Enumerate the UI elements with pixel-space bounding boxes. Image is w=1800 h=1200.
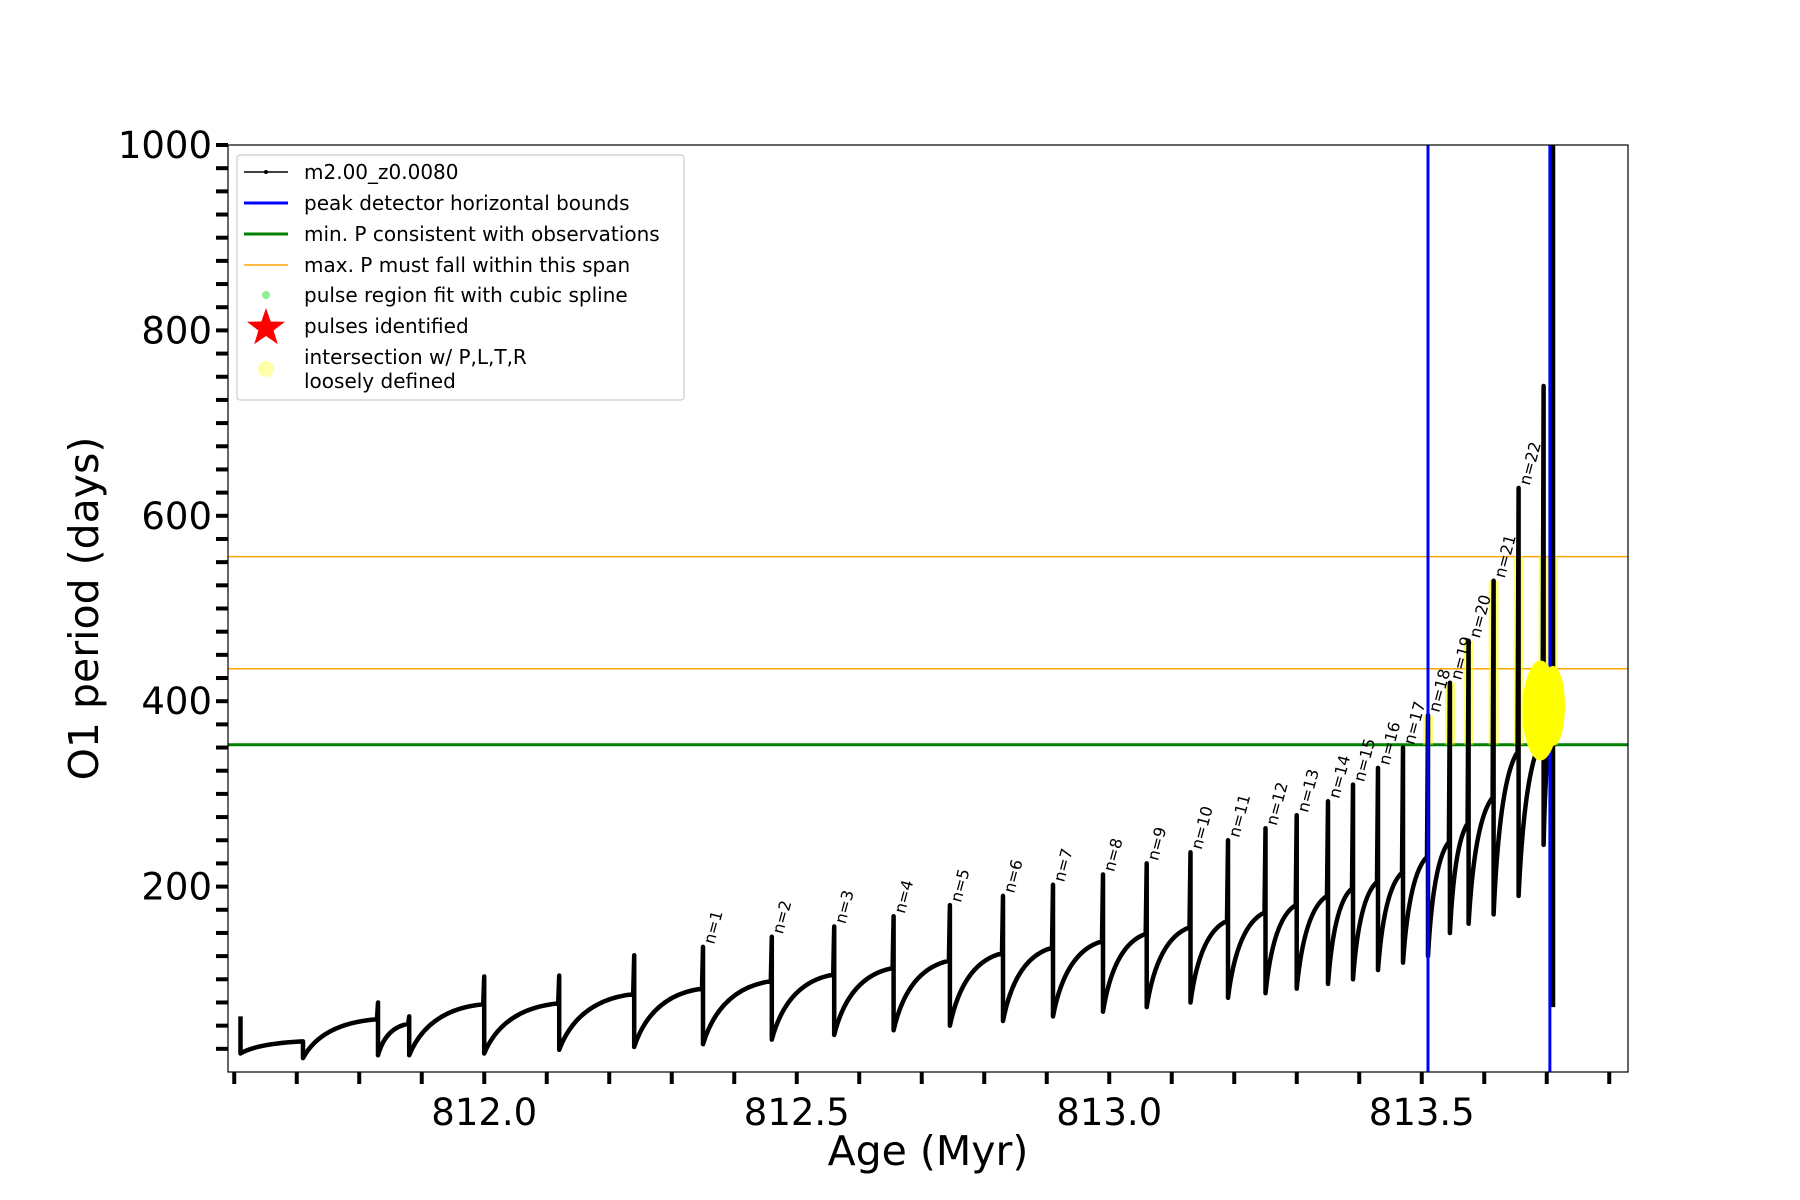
legend-label-3: min. P consistent with observations xyxy=(304,222,660,246)
pulse-label-8: n=1 xyxy=(700,908,727,946)
legend-label-1: m2.00_z0.0080 xyxy=(304,160,459,184)
pulse-label-29: n=22 xyxy=(1515,440,1545,487)
loose-region-final-2 xyxy=(1541,665,1565,746)
pulse-label-16: n=9 xyxy=(1143,825,1170,863)
pulse-label-11: n=4 xyxy=(890,878,917,916)
y-tick-label-3: 600 xyxy=(141,495,212,538)
legend-label-7: intersection w/ P,L,T,R xyxy=(304,345,527,369)
legend-label-5: pulse region fit with cubic spline xyxy=(304,283,628,307)
legend-swatch-5 xyxy=(262,291,270,299)
legend-swatch-7 xyxy=(258,361,274,377)
y-tick-label-2: 400 xyxy=(141,680,212,723)
plot-area: n=1 n=2 n=3 n=4 n=5 n=6 n=7 n=8 n=9 n=10 n=11 n=12 n… xyxy=(228,145,1628,1072)
legend-label-4: max. P must fall within this span xyxy=(304,253,630,277)
pulse-label-9: n=2 xyxy=(768,898,795,936)
pulse-label-14: n=7 xyxy=(1050,846,1077,884)
track-line xyxy=(238,145,1556,1061)
y-tick-label-4: 800 xyxy=(141,309,212,352)
pulse-label-18: n=11 xyxy=(1225,792,1255,839)
y-tick-label-1: 200 xyxy=(141,866,212,909)
x-tick-label-2: 812.5 xyxy=(744,1091,850,1134)
x-tick-label-1: 812.0 xyxy=(431,1091,537,1134)
legend-label-7-line2: loosely defined xyxy=(304,369,456,393)
legend-label-2: peak detector horizontal bounds xyxy=(304,191,630,215)
legend-frame xyxy=(236,154,685,401)
x-tick-label-3: 813.0 xyxy=(1056,1091,1162,1134)
pulse-label-20: n=13 xyxy=(1293,767,1323,814)
legend-dot-1 xyxy=(264,170,268,174)
pulse-label-13: n=6 xyxy=(1000,857,1027,895)
y-axis-label: O1 period (days) xyxy=(60,437,108,781)
x-tick-label-4: 813.5 xyxy=(1369,1091,1475,1134)
pulse-label-15: n=8 xyxy=(1100,836,1127,874)
pulse-label-12: n=5 xyxy=(946,867,973,905)
legend-star-icon xyxy=(247,308,285,345)
axes: 812.0 812.5 813.0 813.5 200 400 600 800 1000 xyxy=(118,124,1612,1134)
x-axis-label: Age (Myr) xyxy=(828,1127,1029,1175)
pulse-label-10: n=3 xyxy=(831,888,858,926)
legend-label-6: pulses identified xyxy=(304,314,469,338)
pulse-label-19: n=12 xyxy=(1262,780,1292,827)
plot-content xyxy=(228,145,1628,1072)
pulse-label-17: n=10 xyxy=(1187,804,1217,851)
y-tick-label-5: 1000 xyxy=(118,124,212,167)
